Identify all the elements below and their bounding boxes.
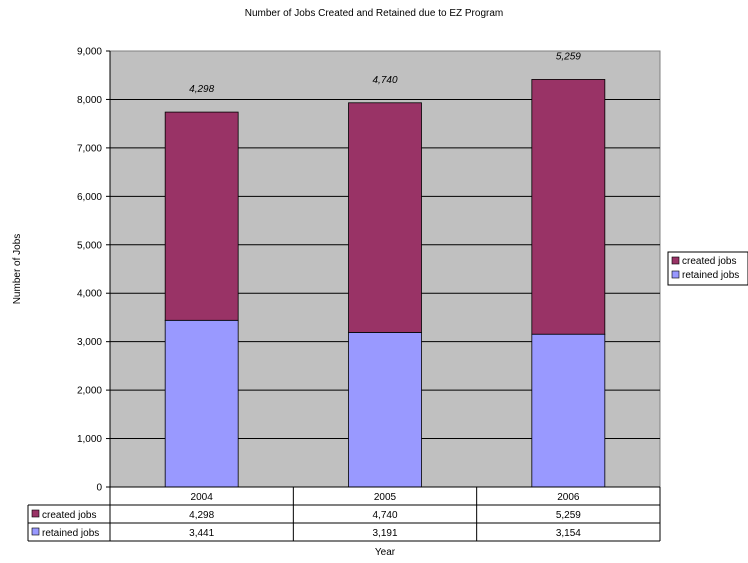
table-cell: 4,740	[372, 510, 397, 521]
data-label: 4,298	[189, 84, 214, 95]
y-tick-label: 0	[96, 483, 102, 494]
table-row-label: retained jobs	[42, 528, 99, 539]
y-tick-label: 7,000	[77, 143, 102, 154]
y-tick-label: 1,000	[77, 434, 102, 445]
table-cell: 4,298	[189, 510, 214, 521]
table-cell: 5,259	[556, 510, 581, 521]
x-category-label: 2006	[557, 492, 580, 503]
bar-retained-jobs	[531, 333, 606, 488]
data-label: 4,740	[372, 75, 397, 86]
bar-created-jobs	[531, 79, 606, 335]
bar-retained-jobs	[348, 332, 422, 488]
table-cell: 3,154	[556, 528, 581, 539]
y-tick-label: 6,000	[77, 192, 102, 203]
y-tick-label: 3,000	[77, 337, 102, 348]
bar-created-jobs	[348, 102, 422, 333]
x-axis-title: Year	[375, 547, 396, 558]
legend-label: retained jobs	[682, 270, 739, 281]
chart-title: Number of Jobs Created and Retained due …	[245, 8, 503, 19]
x-category-label: 2004	[191, 492, 214, 503]
y-tick-label: 8,000	[77, 95, 102, 106]
table-swatch	[31, 509, 40, 518]
table-cell: 3,441	[189, 528, 214, 539]
legend	[667, 251, 748, 286]
y-tick-label: 4,000	[77, 289, 102, 300]
table-swatch	[31, 527, 40, 536]
table-row-label: created jobs	[42, 510, 96, 521]
bar-retained-jobs	[164, 319, 239, 488]
y-tick-label: 2,000	[77, 386, 102, 397]
table-cell: 3,191	[372, 528, 397, 539]
bar-created-jobs	[164, 111, 239, 321]
data-label: 5,259	[556, 51, 581, 62]
y-axis-title: Number of Jobs	[12, 234, 23, 305]
y-tick-label: 5,000	[77, 240, 102, 251]
legend-swatch	[671, 256, 680, 265]
legend-swatch	[671, 270, 680, 279]
legend-label: created jobs	[682, 256, 736, 267]
y-tick-label: 9,000	[77, 47, 102, 58]
x-category-label: 2005	[374, 492, 397, 503]
